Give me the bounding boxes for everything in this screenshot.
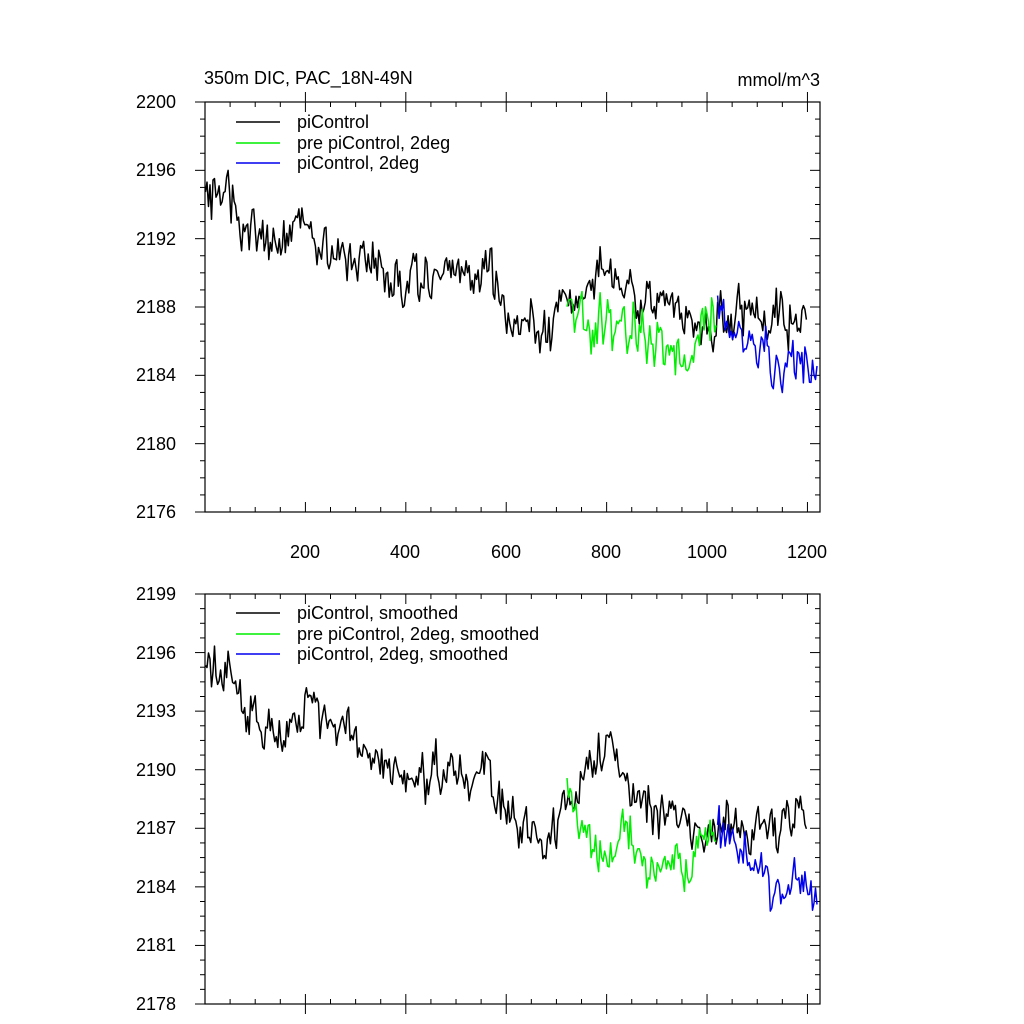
top-legend: piControl pre piControl, 2deg piControl,… bbox=[236, 112, 450, 173]
x-tick-label: 200 bbox=[290, 542, 320, 562]
y-tick-label: 2190 bbox=[136, 760, 176, 780]
series-line-pre-picontrol-2deg bbox=[566, 290, 717, 376]
y-tick-label: 2184 bbox=[136, 877, 176, 897]
top-panel: 350m DIC, PAC_18N-49N mmol/m^3 2176 2180… bbox=[136, 68, 827, 562]
x-tick-label: 1000 bbox=[687, 542, 727, 562]
bottom-tick-marks bbox=[195, 593, 820, 1014]
y-tick-label: 2193 bbox=[136, 701, 176, 721]
y-tick-label: 2184 bbox=[136, 365, 176, 385]
y-tick-label: 2200 bbox=[136, 92, 176, 112]
y-tick-label: 2199 bbox=[136, 584, 176, 604]
top-tick-marks bbox=[195, 92, 820, 513]
x-tick-label: 800 bbox=[591, 542, 621, 562]
x-tick-label: 1200 bbox=[787, 542, 827, 562]
x-tick-label: 600 bbox=[491, 542, 521, 562]
legend-label-picontrol-smoothed: piControl, smoothed bbox=[297, 603, 458, 623]
top-series-lines bbox=[204, 169, 818, 394]
top-x-tick-labels: 200 400 600 800 1000 1200 bbox=[290, 542, 827, 562]
top-y-tick-labels: 2176 2180 2184 2188 2192 2196 2200 bbox=[136, 92, 176, 522]
y-tick-label: 2178 bbox=[136, 994, 176, 1014]
legend-label-pre-picontrol-2deg: pre piControl, 2deg bbox=[297, 133, 450, 153]
series-line-picontrol-2deg-smoothed bbox=[716, 804, 818, 912]
legend-label-picontrol-2deg-smoothed: piControl, 2deg, smoothed bbox=[297, 644, 508, 664]
bottom-series-lines bbox=[204, 645, 818, 912]
y-tick-label: 2181 bbox=[136, 935, 176, 955]
series-line-picontrol-2deg bbox=[716, 295, 818, 394]
legend-label-picontrol: piControl bbox=[297, 112, 369, 132]
y-tick-label: 2187 bbox=[136, 818, 176, 838]
legend-label-picontrol-2deg: piControl, 2deg bbox=[297, 153, 419, 173]
top-panel-title: 350m DIC, PAC_18N-49N bbox=[204, 68, 413, 89]
y-tick-label: 2192 bbox=[136, 229, 176, 249]
legend-label-pre-picontrol-2deg-smoothed: pre piControl, 2deg, smoothed bbox=[297, 624, 539, 644]
series-line-pre-picontrol-2deg-smoothed bbox=[566, 778, 717, 893]
bottom-y-tick-labels: 2178 2181 2184 2187 2190 2193 2196 2199 bbox=[136, 584, 176, 1014]
y-tick-label: 2196 bbox=[136, 643, 176, 663]
bottom-legend: piControl, smoothed pre piControl, 2deg,… bbox=[236, 603, 539, 664]
y-tick-label: 2188 bbox=[136, 297, 176, 317]
y-tick-label: 2196 bbox=[136, 160, 176, 180]
top-panel-units: mmol/m^3 bbox=[738, 70, 820, 90]
y-tick-label: 2180 bbox=[136, 434, 176, 454]
x-tick-label: 400 bbox=[390, 542, 420, 562]
y-tick-label: 2176 bbox=[136, 502, 176, 522]
series-line-picontrol bbox=[204, 169, 808, 354]
bottom-panel: 2178 2181 2184 2187 2190 2193 2196 2199 … bbox=[136, 584, 821, 1014]
